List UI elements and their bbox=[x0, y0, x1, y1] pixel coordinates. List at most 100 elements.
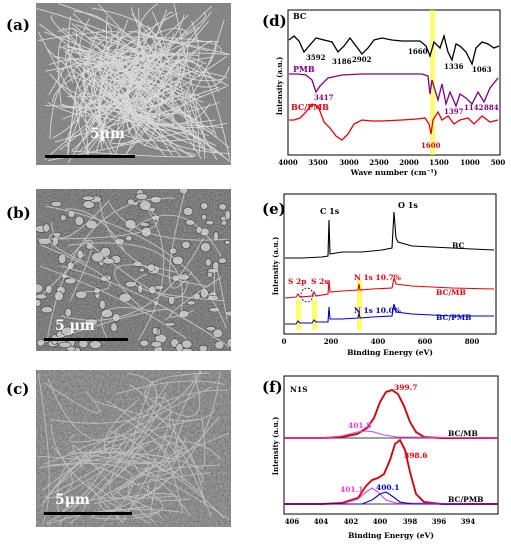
crystal-plate bbox=[150, 341, 163, 348]
fiber bbox=[69, 452, 204, 484]
crystal-plate bbox=[226, 338, 231, 348]
series-f-bc-mb-fit bbox=[285, 388, 498, 439]
tick-f-394: 394 bbox=[461, 517, 476, 526]
fiber bbox=[57, 36, 71, 106]
fiber bbox=[94, 400, 216, 422]
fiber bbox=[46, 508, 181, 526]
fiber bbox=[127, 80, 200, 154]
chart-e-frame bbox=[283, 193, 497, 335]
axis-d-ylabel: Intensity (a.u.) bbox=[275, 57, 284, 116]
fiber bbox=[49, 73, 101, 125]
peak-label-399-7: 399.7 bbox=[394, 383, 418, 392]
fiber bbox=[41, 447, 102, 491]
fiber bbox=[127, 440, 184, 515]
chart-e-circle-s bbox=[300, 287, 314, 303]
fiber bbox=[71, 23, 157, 118]
peak-label-401-1: 401.1 bbox=[340, 485, 364, 494]
series-bc bbox=[288, 33, 500, 66]
tick-e-200: 200 bbox=[324, 337, 339, 346]
fiber bbox=[87, 482, 123, 523]
fiber bbox=[103, 372, 221, 514]
crystal-plate bbox=[224, 209, 231, 221]
scale-bar-b bbox=[44, 338, 128, 341]
label-c1s: C 1s bbox=[320, 206, 340, 216]
legend-bc-pmb: BC/PMB bbox=[291, 102, 329, 112]
fiber bbox=[44, 31, 196, 100]
fiber bbox=[121, 396, 171, 524]
fiber bbox=[48, 57, 108, 164]
crystal-plate bbox=[85, 219, 98, 230]
fiber bbox=[123, 418, 169, 469]
fiber bbox=[65, 78, 94, 143]
peak-label-3417: 3417 bbox=[314, 93, 334, 102]
crystal-plate bbox=[150, 195, 162, 204]
tick-d-1000: 1000 bbox=[460, 158, 480, 167]
tick-f-406: 406 bbox=[285, 517, 300, 526]
fiber bbox=[44, 382, 101, 414]
fiber bbox=[75, 62, 127, 159]
fiber bbox=[119, 87, 151, 146]
panel-label-f: (f) bbox=[262, 378, 283, 396]
fiber bbox=[103, 398, 176, 463]
crystal-plate bbox=[185, 219, 196, 226]
fiber bbox=[118, 432, 230, 499]
crystal-plate bbox=[118, 292, 132, 303]
crystal-plate bbox=[124, 280, 137, 288]
series-e-bc-pmb bbox=[285, 303, 494, 325]
peak-label-1336: 1336 bbox=[444, 62, 464, 71]
fiber bbox=[114, 264, 176, 311]
label-n1s-bc-pmb: N 1s 10.0% bbox=[354, 306, 401, 315]
crystal-plate bbox=[224, 240, 231, 245]
crystal-plate bbox=[217, 257, 228, 264]
fiber bbox=[38, 463, 134, 522]
crystal-plate bbox=[172, 255, 184, 266]
axis-d-xlabel: Wave number (cm⁻¹) bbox=[350, 168, 438, 177]
tick-f-400: 400 bbox=[373, 517, 388, 526]
axis-f-ylabel: Intensity (a.u.) bbox=[271, 417, 280, 476]
peak-label-400-1: 400.1 bbox=[376, 483, 400, 492]
fiber bbox=[47, 8, 140, 117]
chart-d-frame bbox=[287, 9, 501, 156]
crystal-plate bbox=[40, 306, 54, 314]
series-bc-pmb bbox=[289, 103, 499, 141]
crystal-plate bbox=[89, 340, 102, 349]
crystal-plate bbox=[110, 322, 118, 333]
fiber bbox=[184, 415, 206, 469]
tick-e-800: 800 bbox=[465, 337, 480, 346]
fiber bbox=[68, 242, 184, 319]
fiber bbox=[37, 455, 151, 465]
fiber bbox=[69, 418, 200, 443]
crystal-plate bbox=[178, 189, 189, 195]
fiber bbox=[55, 440, 135, 499]
crystal-plate bbox=[100, 308, 114, 319]
fiber bbox=[162, 58, 231, 160]
fiber bbox=[78, 78, 139, 123]
fiber bbox=[134, 273, 225, 302]
peak-label-398-6: 398.6 bbox=[404, 451, 428, 460]
peak-label-2902: 2902 bbox=[352, 55, 372, 64]
series-e-bc bbox=[285, 211, 495, 259]
peak-label-1063: 1063 bbox=[472, 65, 492, 74]
tick-d-2000: 2000 bbox=[399, 158, 419, 167]
crystal-plate bbox=[205, 219, 215, 226]
fiber bbox=[97, 52, 231, 153]
scale-label-c: 5μm bbox=[55, 492, 90, 508]
crystal-plate bbox=[36, 283, 44, 294]
fiber bbox=[85, 40, 212, 111]
fiber bbox=[99, 441, 222, 494]
peak-label-1660: 1660 bbox=[408, 47, 428, 56]
fiber bbox=[213, 267, 228, 320]
fiber bbox=[81, 27, 189, 83]
fiber bbox=[67, 435, 126, 455]
crystal-plate bbox=[135, 193, 148, 201]
crystal-plate bbox=[168, 247, 178, 255]
fiber bbox=[38, 23, 201, 142]
crystal-plate bbox=[75, 290, 88, 299]
crystal-plate bbox=[50, 201, 63, 208]
fiber bbox=[107, 52, 180, 88]
fiber bbox=[87, 36, 203, 145]
peak-label-1600: 1600 bbox=[421, 141, 441, 150]
scale-bar-a bbox=[45, 155, 135, 158]
fiber bbox=[89, 36, 222, 53]
fiber bbox=[72, 20, 200, 76]
